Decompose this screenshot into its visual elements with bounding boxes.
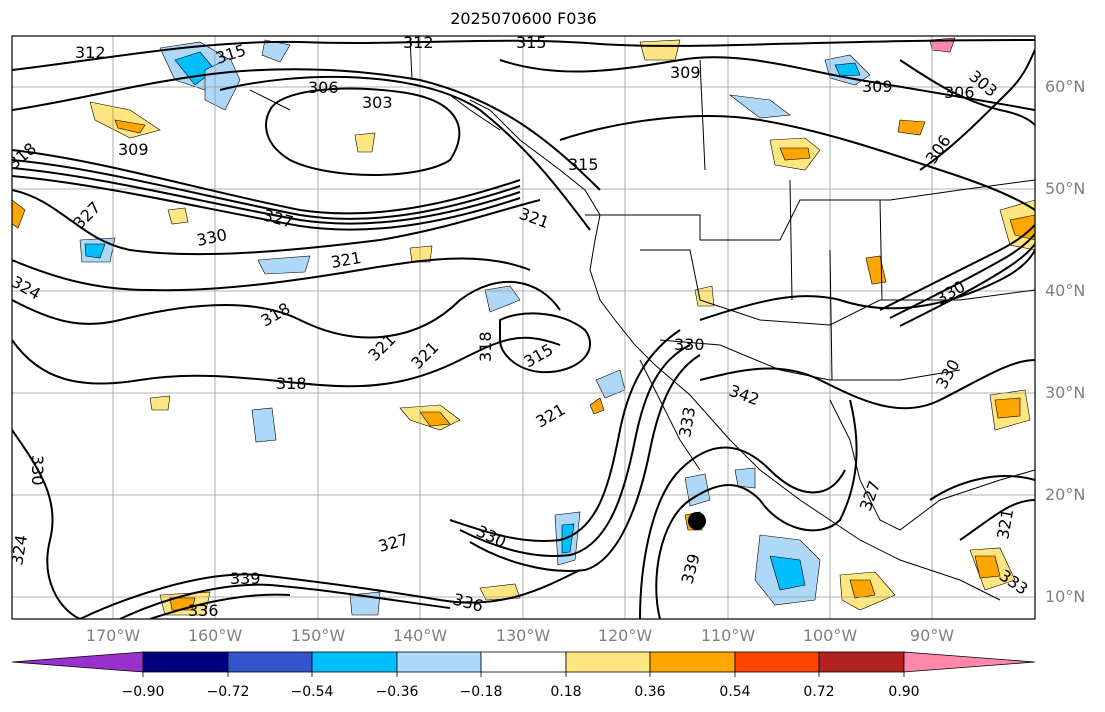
contour-label: 321: [533, 400, 569, 432]
contour-label: 327: [376, 530, 410, 556]
contour-label: 309: [862, 77, 893, 96]
contour-label: 321: [329, 248, 362, 272]
contour-label: 309: [118, 140, 149, 159]
contour-label: 327: [69, 198, 104, 233]
lon-label: 90°W: [909, 626, 955, 645]
colorbar-max-extension: [903, 651, 1036, 673]
colorbar-tick-label: −0.90: [121, 684, 165, 700]
contour-label: 312: [75, 43, 106, 62]
lon-label: 130°W: [495, 626, 551, 645]
colorbar-swatch: [818, 651, 905, 673]
contour-labels: 312 315 312 315 309 303 306 303 309 306 …: [4, 33, 1032, 620]
contour-label: 336: [188, 601, 219, 620]
location-marker: [688, 512, 706, 530]
lon-label: 160°W: [187, 626, 243, 645]
lon-label: 150°W: [290, 626, 346, 645]
colorbar-swatch: [227, 651, 313, 673]
contour-label: 339: [230, 569, 261, 588]
lat-label: 50°N: [1045, 179, 1086, 198]
colorbar-tick-label: −0.36: [375, 684, 419, 700]
contour-label: 309: [670, 63, 701, 82]
coastlines: [249, 36, 1035, 601]
map-frame: [11, 35, 1036, 620]
contour-label: 327: [261, 206, 295, 232]
contour-label: 339: [678, 552, 704, 586]
contour-label: 318: [4, 139, 40, 173]
colorbar-swatch: [311, 651, 398, 673]
contour-label: 303: [362, 93, 393, 112]
graticule: [12, 36, 1035, 619]
colorbar-tick-label: 0.72: [803, 684, 835, 700]
colorbar-swatch: [480, 651, 567, 673]
colorbar-swatch: [142, 651, 229, 673]
contour-label: 315: [568, 155, 599, 174]
contour-label: 327: [856, 478, 884, 513]
contour-label: 324: [8, 272, 44, 304]
contour-label: 342: [727, 381, 762, 409]
contour-lines: [12, 39, 1035, 619]
colorbar-tick-label: 0.18: [550, 684, 582, 700]
lon-label: 120°W: [597, 626, 653, 645]
contour-label: 306: [308, 78, 339, 97]
lat-label: 10°N: [1045, 587, 1086, 606]
colorbar-swatch: [734, 651, 820, 673]
colorbar-min-extension: [11, 651, 144, 673]
contour-label: 318: [276, 374, 307, 393]
colorbar-tick-label: −0.54: [290, 684, 334, 700]
colorbar-swatch: [565, 651, 651, 673]
lon-label: 110°W: [700, 626, 756, 645]
lon-label: 140°W: [392, 626, 448, 645]
lon-label: 100°W: [802, 626, 858, 645]
contour-label: 312: [403, 33, 434, 52]
colorbar-tick-label: −0.72: [206, 684, 250, 700]
colorbar-tick-label: 0.90: [888, 684, 920, 700]
contour-label: 336: [451, 590, 485, 616]
colorbar-swatch: [396, 651, 482, 673]
colorbar: [11, 651, 1036, 677]
lat-label: 20°N: [1045, 485, 1086, 504]
colorbar-swatch: [649, 651, 736, 673]
lon-label: 170°W: [85, 626, 141, 645]
contour-label: 333: [675, 405, 699, 438]
contour-label: 318: [476, 331, 495, 362]
colorbar-tick-label: 0.36: [634, 684, 666, 700]
contour-label: 318: [258, 299, 294, 331]
contour-label: 330: [932, 356, 964, 392]
contour-label: 315: [516, 33, 547, 52]
lat-label: 60°N: [1045, 77, 1086, 96]
contour-label: 330: [674, 335, 705, 354]
contour-label: 330: [28, 455, 47, 486]
map-title: 2025070600 F036: [450, 9, 597, 28]
lat-label: 40°N: [1045, 281, 1086, 300]
lat-label: 30°N: [1045, 383, 1086, 402]
contour-label: 324: [7, 533, 31, 566]
contour-label: 330: [195, 225, 229, 250]
contour-label: 321: [517, 204, 552, 232]
contour-label: 306: [922, 131, 955, 167]
contour-label: 321: [407, 338, 442, 373]
contour-label: 306: [944, 83, 975, 102]
contour-label: 321: [993, 507, 1017, 540]
colorbar-tick-label: −0.18: [459, 684, 503, 700]
contour-label: 315: [521, 340, 557, 372]
colorbar-tick-label: 0.54: [719, 684, 751, 700]
